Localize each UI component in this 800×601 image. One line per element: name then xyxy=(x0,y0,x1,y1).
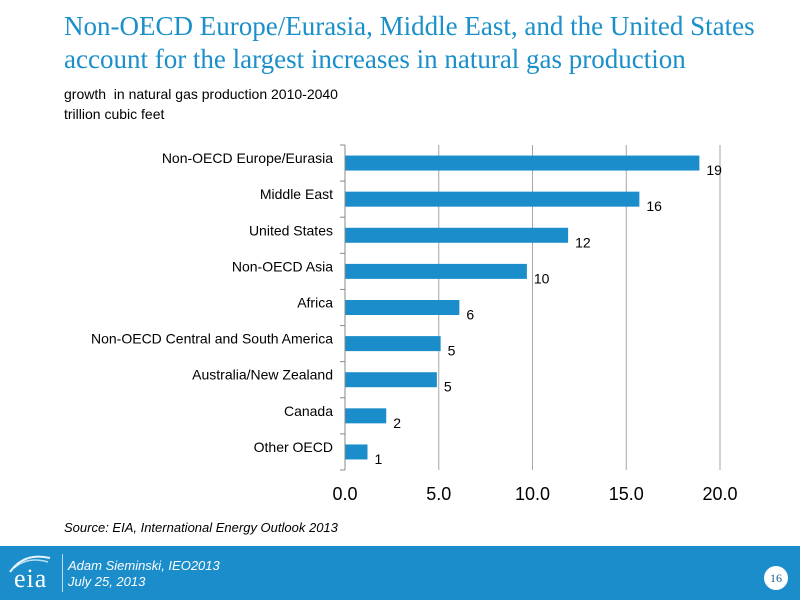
chart-bars xyxy=(345,155,700,460)
page-number: 16 xyxy=(764,566,788,590)
x-tick-label: 10.0 xyxy=(515,484,550,504)
bar xyxy=(345,336,441,352)
category-label: Africa xyxy=(297,295,333,311)
bar xyxy=(345,444,368,460)
x-tick-label: 0.0 xyxy=(332,484,357,504)
subtitle-units: trillion cubic feet xyxy=(64,106,165,122)
category-label: Middle East xyxy=(260,186,333,202)
data-label: 6 xyxy=(466,307,474,323)
bar xyxy=(345,300,460,315)
category-label: United States xyxy=(249,222,333,238)
footer-divider xyxy=(62,554,63,592)
data-label: 2 xyxy=(393,415,401,431)
footer-bar: eia Adam Sieminski, IEO2013 July 25, 201… xyxy=(0,546,800,600)
data-label: 1 xyxy=(375,451,383,467)
category-label: Non-OECD Europe/Eurasia xyxy=(162,150,333,166)
data-label: 12 xyxy=(575,234,591,250)
eia-logo: eia xyxy=(4,550,56,596)
chart-labels: 0.0 5.0 10.0 15.0 20.0 Non-OECD Europe/Eurasi… xyxy=(91,150,738,504)
bar-chart: 0.0 5.0 10.0 15.0 20.0 Non-OECD Europe/Eurasi… xyxy=(91,144,738,504)
category-label: Australia/New Zealand xyxy=(192,367,333,383)
bar xyxy=(345,155,700,171)
category-label: Canada xyxy=(284,403,333,419)
category-label: Non-OECD Asia xyxy=(232,258,333,274)
presentation-date: July 25, 2013 xyxy=(68,574,146,589)
presenter-name: Adam Sieminski, IEO2013 xyxy=(68,558,220,573)
data-label: 5 xyxy=(444,379,452,395)
subtitle-description: growth in natural gas production 2010-20… xyxy=(64,86,338,102)
data-label: 16 xyxy=(646,198,662,214)
slide-title: Non-OECD Europe/Eurasia, Middle East, an… xyxy=(64,11,755,74)
category-label: Other OECD xyxy=(254,439,333,455)
x-tick-label: 5.0 xyxy=(426,484,451,504)
bar xyxy=(345,263,527,279)
data-label: 19 xyxy=(706,162,722,178)
category-label: Non-OECD Central and South America xyxy=(91,331,333,347)
x-tick-label: 15.0 xyxy=(609,484,644,504)
data-label: 10 xyxy=(534,270,550,286)
eia-logo-swoosh-icon xyxy=(9,555,51,573)
chart-subtitle: growth in natural gas production 2010-20… xyxy=(64,84,338,124)
data-label: 5 xyxy=(448,343,456,359)
bar xyxy=(345,408,387,424)
bar xyxy=(345,191,640,207)
source-note: Source: EIA, International Energy Outloo… xyxy=(64,520,338,535)
x-tick-label: 20.0 xyxy=(702,484,737,504)
bar xyxy=(345,227,569,243)
chart-axis xyxy=(340,144,346,471)
bar xyxy=(345,372,437,388)
eia-logo-text: eia xyxy=(14,564,48,593)
presenter-info: Adam Sieminski, IEO2013 July 25, 2013 xyxy=(68,558,220,590)
